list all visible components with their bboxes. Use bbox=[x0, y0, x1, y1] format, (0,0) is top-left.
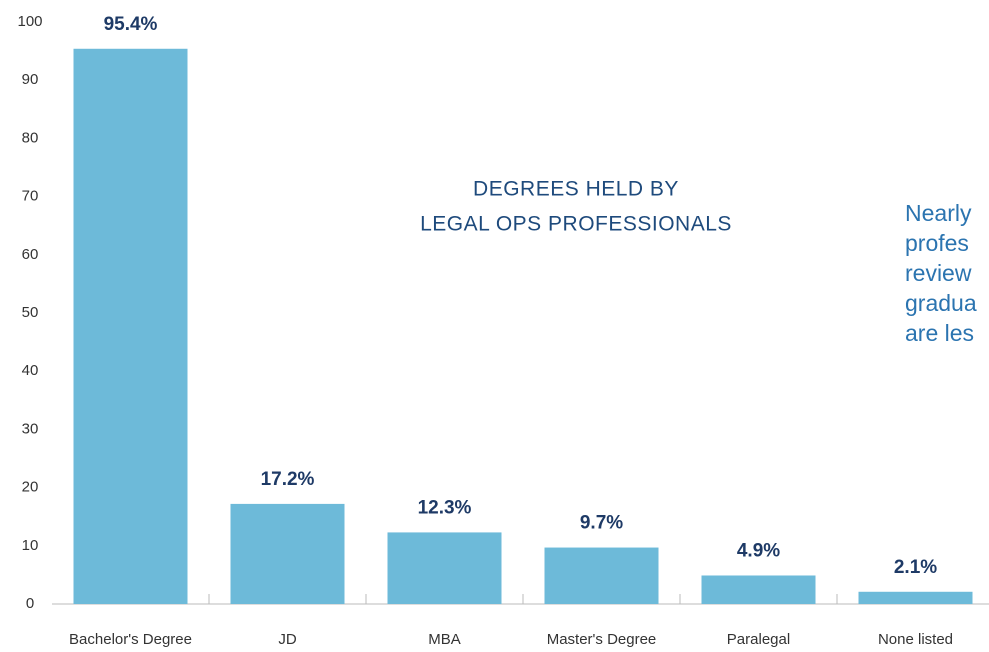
bar bbox=[544, 547, 659, 604]
chart-title: DEGREES HELD BY bbox=[473, 178, 679, 201]
value-label: 9.7% bbox=[580, 513, 623, 534]
annotation: gradua bbox=[905, 290, 977, 316]
value-label: 12.3% bbox=[418, 497, 472, 518]
annotation: review bbox=[905, 260, 972, 286]
bar bbox=[701, 575, 816, 604]
x-tick-label: JD bbox=[278, 631, 297, 648]
bar bbox=[73, 48, 188, 605]
y-tick-label: 30 bbox=[22, 420, 39, 437]
annotation: are les bbox=[905, 320, 974, 346]
y-tick-label: 50 bbox=[22, 304, 39, 321]
y-tick-label: 100 bbox=[17, 13, 42, 30]
x-tick-label: Paralegal bbox=[727, 631, 790, 648]
x-tick-label: MBA bbox=[428, 631, 461, 648]
annotation: profes bbox=[905, 230, 969, 256]
x-tick-label: None listed bbox=[878, 631, 953, 648]
value-label: 2.1% bbox=[894, 557, 937, 578]
y-tick-label: 70 bbox=[22, 188, 39, 205]
bar bbox=[230, 503, 345, 604]
y-tick-label: 10 bbox=[22, 537, 39, 554]
value-label: 95.4% bbox=[104, 14, 158, 35]
value-label: 4.9% bbox=[737, 540, 780, 561]
value-label: 17.2% bbox=[261, 469, 315, 490]
bar bbox=[858, 591, 973, 604]
annotation: Nearly bbox=[905, 200, 972, 226]
y-tick-label: 80 bbox=[22, 129, 39, 146]
x-tick-label: Master's Degree bbox=[547, 631, 657, 648]
chart-title: LEGAL OPS PROFESSIONALS bbox=[420, 213, 732, 236]
y-tick-label: 20 bbox=[22, 479, 39, 496]
y-tick-label: 0 bbox=[26, 595, 34, 612]
bar bbox=[387, 532, 502, 604]
y-tick-label: 90 bbox=[22, 71, 39, 88]
y-tick-label: 60 bbox=[22, 246, 39, 263]
x-tick-label: Bachelor's Degree bbox=[69, 631, 192, 648]
y-tick-label: 40 bbox=[22, 362, 39, 379]
